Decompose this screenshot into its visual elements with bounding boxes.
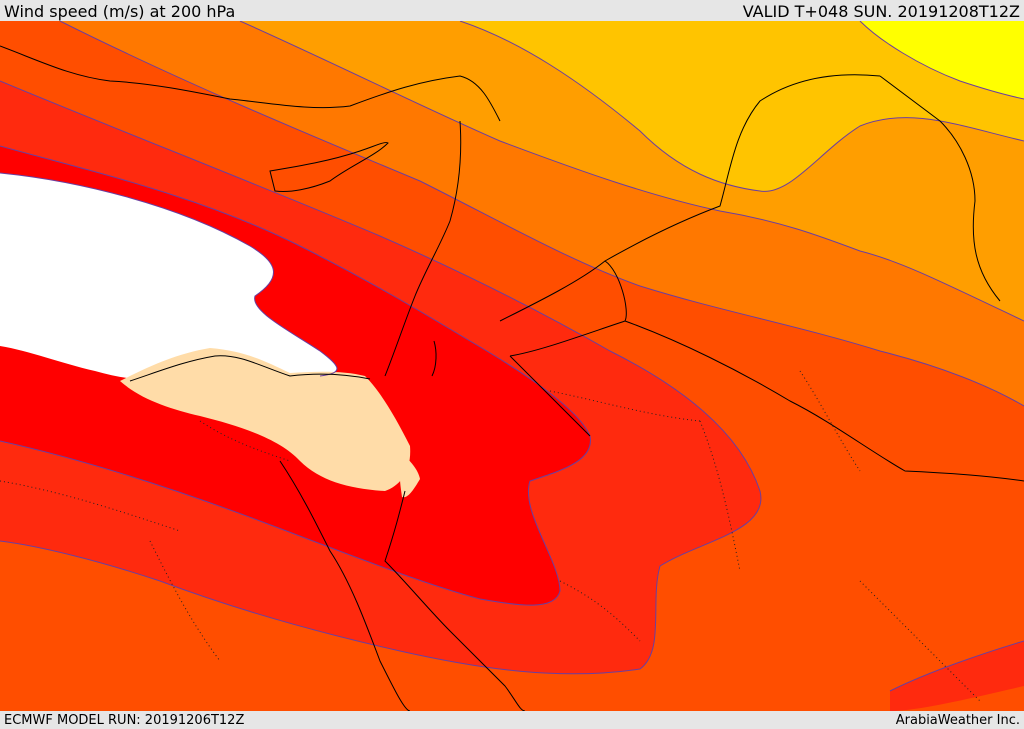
isotach-lines [0, 21, 1024, 692]
credit: ArabiaWeather Inc. [895, 712, 1020, 728]
map-title: Wind speed (m/s) at 200 hPa [4, 1, 236, 21]
wind-speed-map [0, 21, 1024, 711]
jet-core [0, 173, 337, 381]
admin-boundaries [0, 370, 981, 702]
land-patch-b [399, 453, 420, 498]
model-run: ECMWF MODEL RUN: 20191206T12Z [4, 712, 245, 728]
map-header: Wind speed (m/s) at 200 hPa VALID T+048 … [0, 0, 1024, 22]
map-footer: ECMWF MODEL RUN: 20191206T12Z ArabiaWeat… [0, 711, 1024, 729]
map-canvas [0, 21, 1024, 711]
band-5b [890, 641, 1024, 711]
coastlines [0, 45, 526, 711]
land-patch [120, 348, 411, 491]
country-borders [499, 74, 1024, 482]
valid-time: VALID T+048 SUN. 20191208T12Z [742, 1, 1020, 21]
